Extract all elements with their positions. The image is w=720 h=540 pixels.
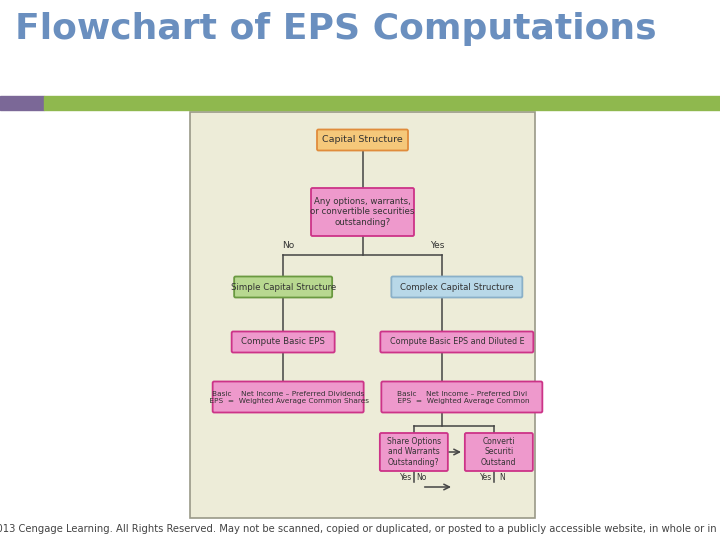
FancyBboxPatch shape — [232, 332, 335, 353]
Text: Complex Capital Structure: Complex Capital Structure — [400, 282, 513, 292]
FancyBboxPatch shape — [234, 276, 332, 298]
Text: Converti
Securiti
Outstand: Converti Securiti Outstand — [481, 437, 517, 467]
Text: No: No — [282, 241, 294, 251]
Text: Simple Capital Structure: Simple Capital Structure — [230, 282, 336, 292]
FancyBboxPatch shape — [380, 433, 448, 471]
FancyBboxPatch shape — [392, 276, 522, 298]
Text: Share Options
and Warrants
Outstanding?: Share Options and Warrants Outstanding? — [387, 437, 441, 467]
FancyBboxPatch shape — [311, 188, 414, 236]
FancyBboxPatch shape — [465, 433, 533, 471]
Text: Compute Basic EPS and Diluted E: Compute Basic EPS and Diluted E — [390, 338, 524, 347]
FancyBboxPatch shape — [212, 381, 364, 413]
Text: Yes: Yes — [400, 472, 412, 482]
Text: Any options, warrants,
or convertible securities
outstanding?: Any options, warrants, or convertible se… — [310, 197, 415, 227]
Bar — [44, 96, 720, 110]
Text: No: No — [417, 472, 427, 482]
Text: Flowchart of EPS Computations: Flowchart of EPS Computations — [15, 12, 657, 46]
Bar — [190, 112, 535, 518]
Text: N: N — [499, 472, 505, 482]
Text: Basic    Net Income – Preferred Dividends
 EPS  =  Weighted Average Common Share: Basic Net Income – Preferred Dividends E… — [207, 390, 369, 403]
Bar — [0, 96, 44, 110]
FancyBboxPatch shape — [317, 130, 408, 151]
Text: Yes: Yes — [480, 472, 492, 482]
FancyBboxPatch shape — [382, 381, 542, 413]
Text: Capital Structure: Capital Structure — [322, 136, 403, 145]
Text: Basic    Net Income – Preferred Divi
 EPS  =  Weighted Average Common: Basic Net Income – Preferred Divi EPS = … — [395, 390, 529, 403]
FancyBboxPatch shape — [380, 332, 534, 353]
Text: © 2013 Cengage Learning. All Rights Reserved. May not be scanned, copied or dupl: © 2013 Cengage Learning. All Rights Rese… — [0, 524, 720, 534]
Text: Compute Basic EPS: Compute Basic EPS — [241, 338, 325, 347]
Text: Yes: Yes — [430, 241, 444, 251]
